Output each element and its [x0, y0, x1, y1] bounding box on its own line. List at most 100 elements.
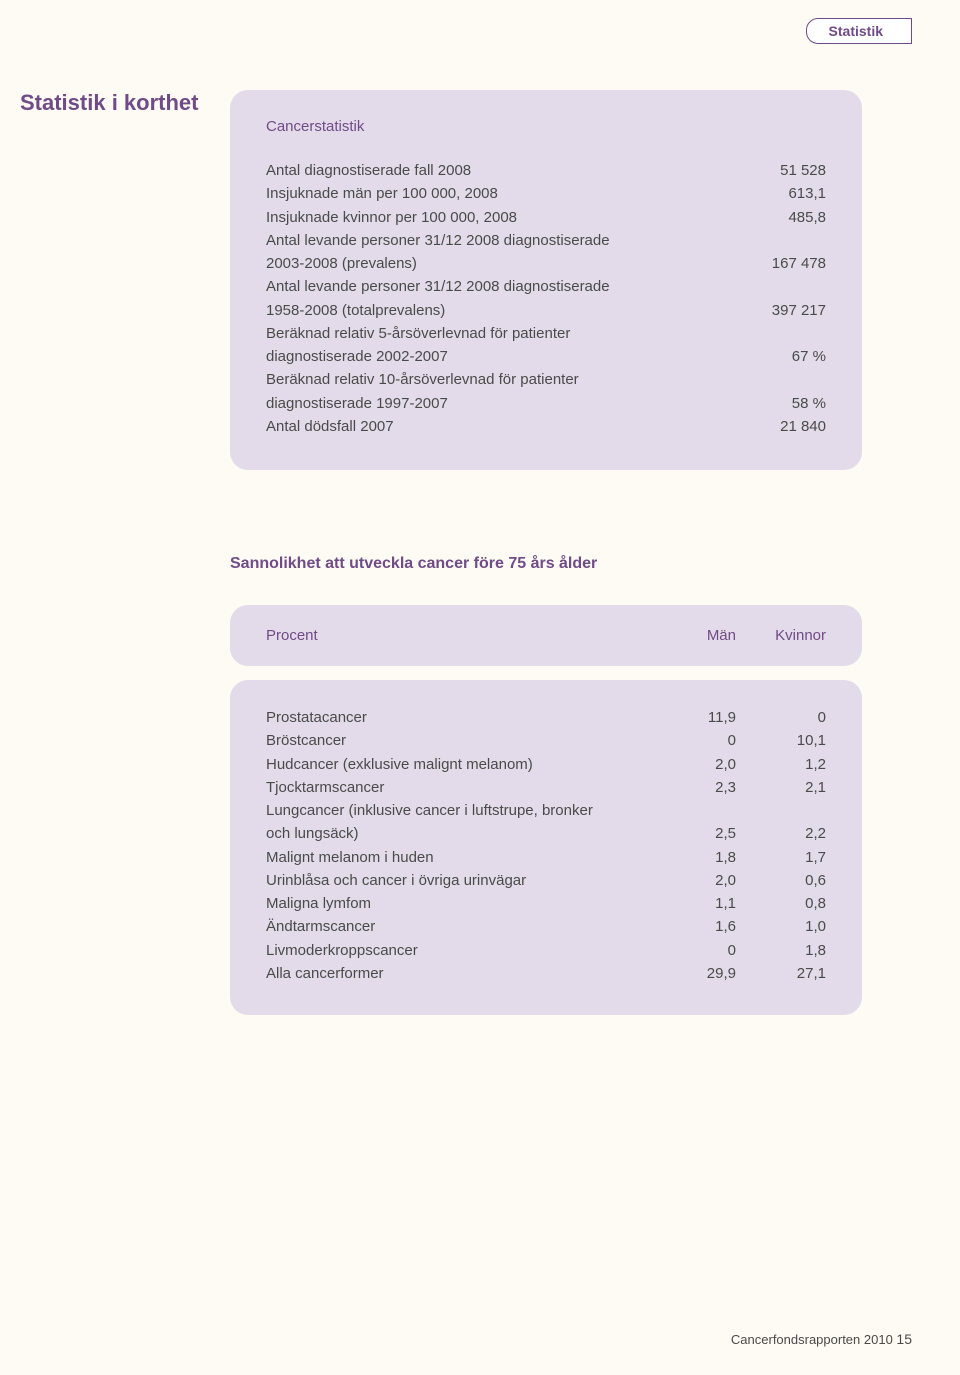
table-row: Hudcancer (exklusive malignt melanom)2,0… [266, 753, 826, 776]
col-header-procent: Procent [266, 627, 646, 644]
footer-page-number: 15 [896, 1331, 912, 1347]
stat-value: 485,8 [736, 206, 826, 229]
stat-row: Antal dödsfall 200721 840 [266, 415, 826, 438]
table-cell-kvinnor: 10,1 [736, 729, 826, 752]
stat-label: Antal levande personer 31/12 2008 diagno… [266, 275, 736, 298]
col-header-kvinnor: Kvinnor [736, 627, 826, 644]
table-cell-label: Alla cancerformer [266, 962, 646, 985]
stat-label: 2003-2008 (prevalens) [266, 252, 736, 275]
stat-value: 167 478 [736, 252, 826, 275]
table-cell-man: 1,6 [646, 915, 736, 938]
table-cell-man: 0 [646, 729, 736, 752]
stat-value [736, 275, 826, 298]
table-row: Maligna lymfom1,10,8 [266, 892, 826, 915]
stat-row: 1958-2008 (totalprevalens)397 217 [266, 299, 826, 322]
table-row: Malignt melanom i huden1,81,7 [266, 846, 826, 869]
table-cell-kvinnor: 1,7 [736, 846, 826, 869]
box1-rows-container: Antal diagnostiserade fall 200851 528Ins… [266, 159, 826, 438]
table-cell-label: Malignt melanom i huden [266, 846, 646, 869]
page-footer: Cancerfondsrapporten 2010 15 [731, 1331, 912, 1347]
table-cell-label: Hudcancer (exklusive malignt melanom) [266, 753, 646, 776]
table-cell-kvinnor: 0 [736, 706, 826, 729]
table-row: Urinblåsa och cancer i övriga urinvägar2… [266, 869, 826, 892]
table-header-row: Procent Män Kvinnor [266, 627, 826, 644]
stat-value: 397 217 [736, 299, 826, 322]
table-row: och lungsäck)2,52,2 [266, 822, 826, 845]
stat-label: Antal dödsfall 2007 [266, 415, 736, 438]
stat-row: Insjuknade män per 100 000, 2008613,1 [266, 182, 826, 205]
table-header-box: Procent Män Kvinnor [230, 605, 862, 666]
table-cell-man: 2,3 [646, 776, 736, 799]
table-cell-kvinnor: 1,0 [736, 915, 826, 938]
stat-row: Antal diagnostiserade fall 200851 528 [266, 159, 826, 182]
table-cell-kvinnor: 0,6 [736, 869, 826, 892]
stat-label: Antal levande personer 31/12 2008 diagno… [266, 229, 736, 252]
table-cell-kvinnor: 2,2 [736, 822, 826, 845]
stat-label: diagnostiserade 1997-2007 [266, 392, 736, 415]
stat-row: 2003-2008 (prevalens)167 478 [266, 252, 826, 275]
col-header-man: Män [646, 627, 736, 644]
stat-value [736, 368, 826, 391]
corner-tab: Statistik [806, 18, 912, 44]
table-row: Tjocktarmscancer2,32,1 [266, 776, 826, 799]
stats-box-1: Cancerstatistik Antal diagnostiserade fa… [230, 90, 862, 470]
table-cell-label: Prostatacancer [266, 706, 646, 729]
stat-label: 1958-2008 (totalprevalens) [266, 299, 736, 322]
stat-label: Antal diagnostiserade fall 2008 [266, 159, 736, 182]
stat-row: Insjuknade kvinnor per 100 000, 2008485,… [266, 206, 826, 229]
table-cell-kvinnor: 2,1 [736, 776, 826, 799]
table-cell-kvinnor [736, 799, 826, 822]
stat-row: diagnostiserade 1997-200758 % [266, 392, 826, 415]
table-cell-label: Ändtarmscancer [266, 915, 646, 938]
table-cell-man: 2,5 [646, 822, 736, 845]
table-cell-label: Lungcancer (inklusive cancer i luftstrup… [266, 799, 646, 822]
box3-rows-container: Prostatacancer11,90Bröstcancer010,1Hudca… [266, 706, 826, 985]
stat-value: 51 528 [736, 159, 826, 182]
table-cell-man: 2,0 [646, 753, 736, 776]
table-cell-man: 11,9 [646, 706, 736, 729]
stat-label: Beräknad relativ 10-årsöverlevnad för pa… [266, 368, 736, 391]
table-cell-man [646, 799, 736, 822]
table-cell-label: Bröstcancer [266, 729, 646, 752]
table-cell-label: Maligna lymfom [266, 892, 646, 915]
table-cell-man: 2,0 [646, 869, 736, 892]
table-row: Alla cancerformer29,927,1 [266, 962, 826, 985]
table-cell-label: Tjocktarmscancer [266, 776, 646, 799]
stat-label: Insjuknade män per 100 000, 2008 [266, 182, 736, 205]
table-body-box: Prostatacancer11,90Bröstcancer010,1Hudca… [230, 680, 862, 1015]
stat-row: Beräknad relativ 10-årsöverlevnad för pa… [266, 368, 826, 391]
section2-title: Sannolikhet att utveckla cancer före 75 … [230, 555, 597, 573]
table-cell-man: 1,1 [646, 892, 736, 915]
page-side-title: Statistik i korthet [20, 90, 198, 116]
table-cell-kvinnor: 1,8 [736, 939, 826, 962]
table-row: Bröstcancer010,1 [266, 729, 826, 752]
stat-label: diagnostiserade 2002-2007 [266, 345, 736, 368]
stat-row: Antal levande personer 31/12 2008 diagno… [266, 275, 826, 298]
table-cell-label: Urinblåsa och cancer i övriga urinvägar [266, 869, 646, 892]
table-cell-label: Livmoderkroppscancer [266, 939, 646, 962]
stat-value: 58 % [736, 392, 826, 415]
table-cell-kvinnor: 1,2 [736, 753, 826, 776]
table-row: Livmoderkroppscancer01,8 [266, 939, 826, 962]
table-cell-label: och lungsäck) [266, 822, 646, 845]
stat-row: Antal levande personer 31/12 2008 diagno… [266, 229, 826, 252]
stat-row: diagnostiserade 2002-200767 % [266, 345, 826, 368]
box1-title: Cancerstatistik [266, 118, 826, 135]
stat-value [736, 229, 826, 252]
table-cell-kvinnor: 27,1 [736, 962, 826, 985]
table-row: Prostatacancer11,90 [266, 706, 826, 729]
stat-label: Insjuknade kvinnor per 100 000, 2008 [266, 206, 736, 229]
table-cell-man: 1,8 [646, 846, 736, 869]
footer-text: Cancerfondsrapporten 2010 [731, 1332, 893, 1347]
stat-value: 613,1 [736, 182, 826, 205]
stat-value: 67 % [736, 345, 826, 368]
table-cell-man: 0 [646, 939, 736, 962]
stat-label: Beräknad relativ 5-årsöverlevnad för pat… [266, 322, 736, 345]
table-row: Ändtarmscancer1,61,0 [266, 915, 826, 938]
table-row: Lungcancer (inklusive cancer i luftstrup… [266, 799, 826, 822]
table-cell-kvinnor: 0,8 [736, 892, 826, 915]
stat-value: 21 840 [736, 415, 826, 438]
table-cell-man: 29,9 [646, 962, 736, 985]
stat-row: Beräknad relativ 5-årsöverlevnad för pat… [266, 322, 826, 345]
stat-value [736, 322, 826, 345]
